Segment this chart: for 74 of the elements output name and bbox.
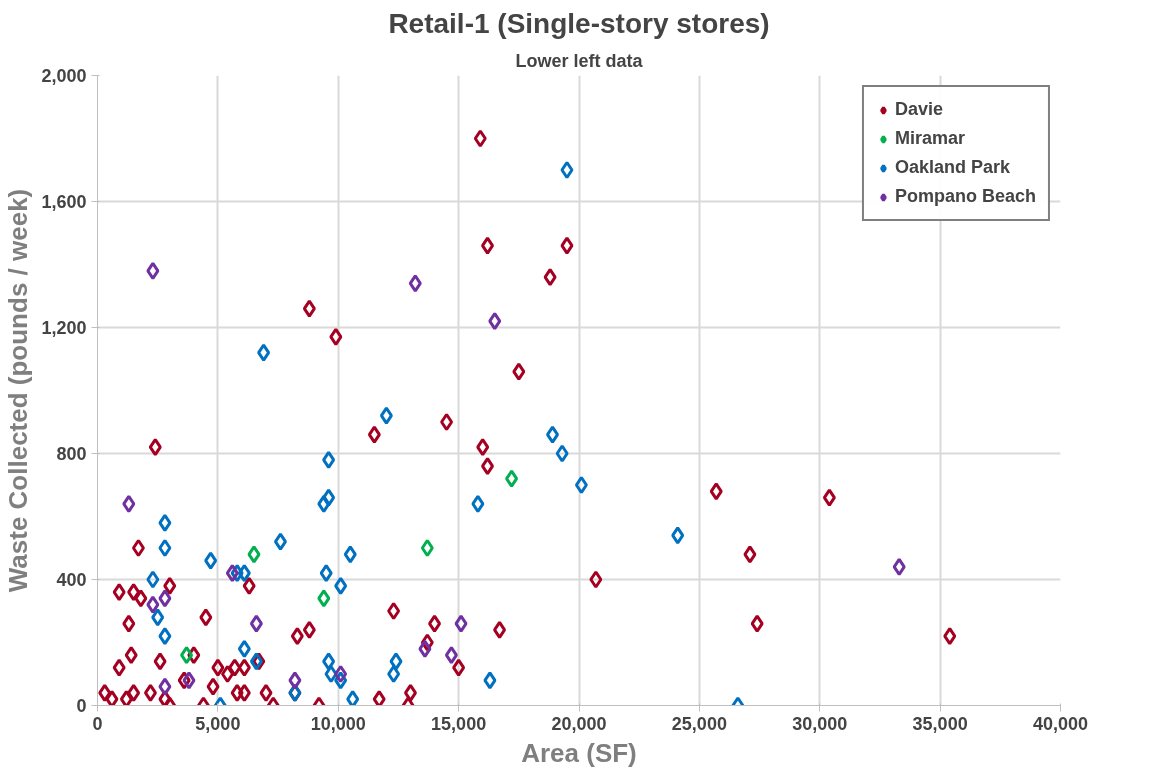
y-tick-label: 800 [56,444,87,464]
point [237,639,251,658]
x-tick-label: 0 [92,713,103,734]
point [343,545,357,564]
y-tick-label: 1,600 [41,192,87,212]
point [151,608,165,627]
point [146,570,160,589]
x-tick-label: 15,000 [431,713,487,734]
point [346,690,360,706]
point [257,343,271,362]
point [158,539,172,557]
point [334,576,348,595]
x-tick-label: 30,000 [792,713,848,734]
point [418,639,432,658]
legend-label: Pompano Beach [894,186,1036,207]
chart-subtitle: Lower left data [515,50,644,71]
point [444,646,458,665]
y-tick-label: 2,000 [41,66,87,86]
point [454,614,468,633]
point [560,161,574,179]
y-axis-title: Waste Collected (pounds / week) [3,188,34,593]
y-tick-label: 400 [56,570,87,590]
point [158,589,172,608]
point [122,494,136,513]
point [389,652,403,671]
point [249,614,263,633]
point [408,274,422,293]
point [892,557,906,576]
point [317,589,331,608]
point [158,513,172,532]
x-tick-label: 10,000 [310,713,366,734]
x-tick-label: 35,000 [912,713,968,734]
point [158,627,172,646]
x-tick-label: 5,000 [195,713,241,734]
point [387,665,401,683]
point [324,665,338,683]
point [182,671,196,690]
point [334,665,348,683]
point [319,564,333,583]
y-tick-label: 1,200 [41,318,87,338]
point [146,261,160,280]
point [505,469,519,488]
point [158,677,172,696]
point [574,476,588,494]
point [334,671,348,690]
x-tick-label: 25,000 [671,713,727,734]
point [488,312,502,331]
x-tick-label: 20,000 [551,713,607,734]
point [322,652,336,671]
point [322,450,336,469]
chart-title: Retail-1 (Single-story stores) [388,7,770,39]
point [237,564,251,583]
x-axis-title: Area (SF) [521,737,637,768]
point [288,671,302,690]
legend-label: Davie [894,99,944,120]
y-tick-label: 0 [76,696,87,716]
point [180,646,194,665]
point [273,532,287,551]
point [146,595,160,614]
point [420,539,434,557]
point [317,494,331,513]
x-tick-label: 40,000 [1032,713,1089,734]
point [379,406,393,425]
legend-label: Miramar [894,128,965,149]
point [471,494,485,513]
point [322,488,336,507]
point [247,545,261,564]
legend-label: Oakland Park [894,157,1011,178]
point [555,444,569,463]
point [546,425,560,444]
point [671,526,685,545]
point [204,551,218,570]
point [225,564,239,583]
point [483,671,497,690]
